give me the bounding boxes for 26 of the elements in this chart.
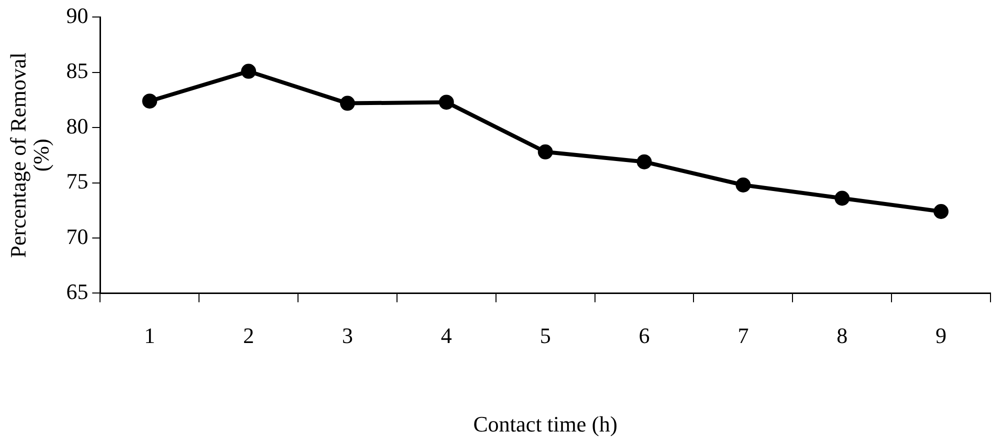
x-tick-label: 4 <box>440 323 452 348</box>
point <box>142 94 158 109</box>
y-axis-title: Percentage of Removal (%) <box>5 52 54 258</box>
y-tick-label: 65 <box>66 278 88 304</box>
y-tick-label: 90 <box>66 2 88 28</box>
point <box>538 144 553 160</box>
point <box>241 64 256 79</box>
x-tick-label: 8 <box>836 323 848 348</box>
x-tick-label: 5 <box>540 323 551 348</box>
y-tick-label: 70 <box>66 224 88 249</box>
x-tick-label: 3 <box>342 323 354 348</box>
point <box>340 96 356 111</box>
x-tick-label: 2 <box>243 323 254 348</box>
x-tick-label: 6 <box>638 323 650 348</box>
point <box>438 94 454 110</box>
point <box>934 204 949 220</box>
y-tick-label: 75 <box>66 168 88 194</box>
y-tick-label: 85 <box>66 58 88 84</box>
x-tick-label: 7 <box>738 323 749 348</box>
y-tick-label: 80 <box>66 113 88 138</box>
point <box>736 178 751 193</box>
x-axis-title: Contact time (h) <box>473 412 618 437</box>
point <box>834 190 850 206</box>
point <box>636 154 652 170</box>
x-tick-label: 9 <box>936 323 947 348</box>
x-tick-label: 1 <box>144 323 156 348</box>
